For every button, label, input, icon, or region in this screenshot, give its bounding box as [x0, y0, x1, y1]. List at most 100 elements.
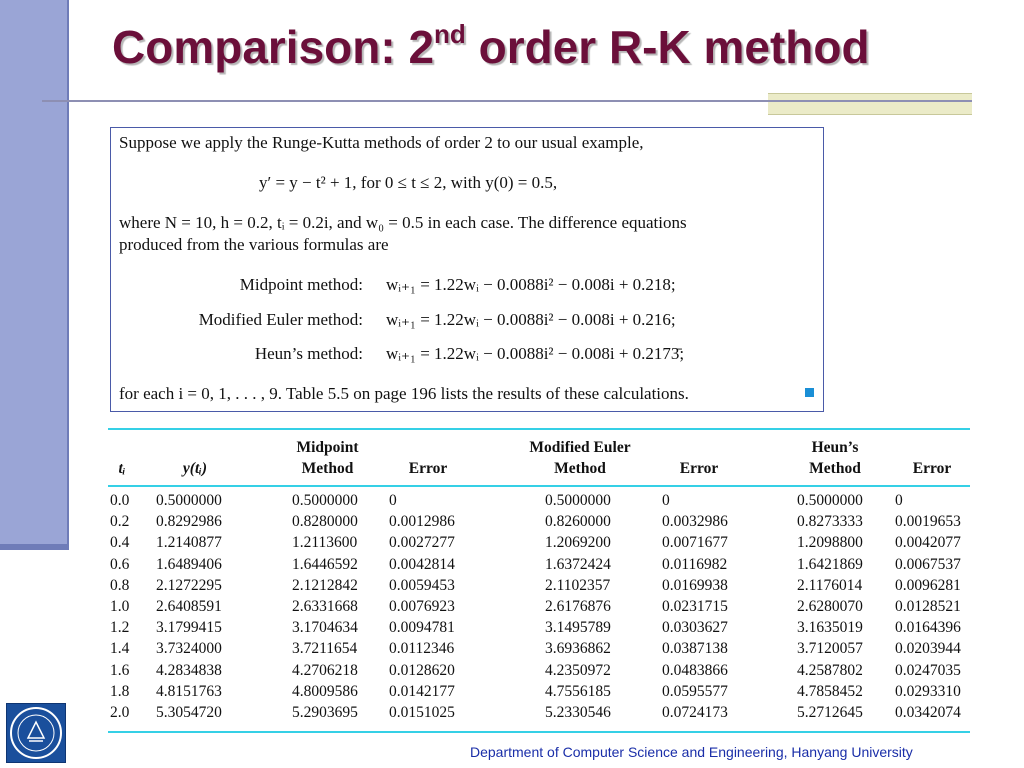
cell-modified-euler-error: 0.0071677	[662, 534, 728, 552]
cell-heun-error: 0.0019653	[895, 513, 961, 531]
cell-modified-euler-error: 0.0032986	[662, 513, 728, 531]
method-eq-heun: wᵢ₊₁ = 1.22wᵢ − 0.0088i² − 0.008i + 0.21…	[386, 344, 685, 363]
cell-heun-error: 0.0164396	[895, 619, 961, 637]
cell-t: 1.8	[110, 682, 130, 700]
cell-midpoint-error: 0.0151025	[389, 704, 455, 721]
header-t: tᵢ	[118, 460, 126, 477]
table-bottom-rule	[108, 731, 970, 733]
cell-heun-method: 0.5000000	[797, 492, 863, 509]
cell-y: 4.2834838	[156, 661, 222, 679]
cell-midpoint-error: 0.0042814	[389, 555, 455, 573]
cell-modified-euler-method: 0.5000000	[545, 492, 611, 509]
cell-modified-euler-error: 0.0483866	[662, 661, 728, 679]
cell-heun-error: 0.0293310	[895, 682, 961, 700]
header-heun-error: Error	[912, 460, 952, 477]
cell-t: 1.6	[110, 661, 130, 679]
method-label-heun: Heun’s method:	[254, 344, 363, 363]
cell-heun-error: 0.0128521	[895, 598, 961, 615]
cell-heun-method: 4.2587802	[797, 661, 863, 679]
table-top-rule	[108, 428, 970, 430]
header-midpoint-line1: Midpoint	[296, 439, 359, 456]
cell-midpoint-method: 3.1704634	[292, 619, 358, 637]
table-header-rule	[108, 485, 970, 487]
cell-heun-error: 0.0247035	[895, 661, 961, 679]
cell-modified-euler-error: 0.0387138	[662, 640, 728, 658]
cell-midpoint-method: 4.8009586	[292, 682, 358, 700]
header-y: y(tᵢ)	[182, 460, 208, 477]
cell-midpoint-method: 1.6446592	[292, 555, 358, 573]
header-modified-euler-line2: Method	[554, 460, 606, 477]
cell-modified-euler-method: 1.2069200	[545, 534, 611, 552]
cell-t: 0.4	[110, 534, 130, 552]
cell-midpoint-method: 2.1212842	[292, 576, 358, 594]
cell-modified-euler-method: 2.6176876	[545, 598, 611, 615]
cell-heun-error: 0.0067537	[895, 555, 961, 573]
cell-y: 0.8292986	[156, 513, 222, 531]
cell-heun-error: 0	[895, 492, 903, 509]
cell-midpoint-method: 0.8280000	[292, 513, 358, 531]
cell-t: 1.4	[110, 640, 130, 658]
cell-midpoint-error: 0.0059453	[389, 576, 455, 594]
cell-y: 2.6408591	[156, 598, 222, 615]
cell-midpoint-method: 0.5000000	[292, 492, 358, 509]
cell-y: 1.6489406	[156, 555, 222, 573]
cell-midpoint-error: 0.0142177	[389, 682, 455, 700]
cell-midpoint-error: 0.0076923	[389, 598, 455, 615]
square-bullet-icon	[805, 388, 814, 397]
cell-y: 0.5000000	[156, 492, 222, 509]
cell-heun-method: 4.7858452	[797, 682, 863, 700]
problem-where-line: where N = 10, h = 0.2, tᵢ = 0.2i, and w₀…	[119, 213, 687, 232]
cell-midpoint-method: 2.6331668	[292, 598, 358, 615]
cell-modified-euler-error: 0.0116982	[662, 555, 728, 573]
header-midpoint-error: Error	[408, 460, 448, 477]
university-seal-icon	[6, 703, 66, 763]
cell-modified-euler-error: 0.0595577	[662, 682, 728, 700]
title-accent-box	[768, 93, 972, 115]
problem-produced-line: produced from the various formulas are	[119, 235, 389, 254]
cell-modified-euler-error: 0.0724173	[662, 704, 728, 721]
header-heun-line2: Method	[809, 460, 861, 477]
cell-midpoint-error: 0.0112346	[389, 640, 455, 658]
problem-statement-box: Suppose we apply the Runge-Kutta methods…	[110, 127, 824, 412]
cell-t: 1.2	[110, 619, 130, 637]
cell-heun-error: 0.0342074	[895, 704, 961, 721]
header-midpoint-line2: Method	[301, 460, 354, 477]
cell-heun-method: 1.2098800	[797, 534, 863, 552]
cell-y: 3.7324000	[156, 640, 222, 658]
cell-modified-euler-method: 2.1102357	[545, 576, 611, 594]
cell-midpoint-error: 0.0012986	[389, 513, 455, 531]
cell-heun-error: 0.0203944	[895, 640, 961, 658]
title-main: Comparison: 2	[112, 21, 435, 73]
footer-department: Department of Computer Science and Engin…	[470, 744, 913, 760]
cell-modified-euler-method: 1.6372424	[545, 555, 611, 573]
cell-y: 3.1799415	[156, 619, 222, 637]
header-modified-euler-line1: Modified Euler	[529, 439, 631, 456]
cell-t: 0.0	[110, 492, 130, 509]
header-heun-line1: Heun’s	[811, 439, 859, 456]
cell-heun-method: 1.6421869	[797, 555, 863, 573]
left-sidebar-bar	[0, 0, 69, 548]
cell-midpoint-method: 5.2903695	[292, 704, 358, 721]
method-eq-modified-euler: wᵢ₊₁ = 1.22wᵢ − 0.0088i² − 0.008i + 0.21…	[386, 310, 676, 329]
cell-y: 4.8151763	[156, 682, 222, 700]
title-superscript: nd	[434, 18, 466, 49]
cell-modified-euler-error: 0.0303627	[662, 619, 728, 637]
left-sidebar-bar-shadow	[0, 544, 69, 550]
cell-heun-method: 2.6280070	[797, 598, 863, 615]
cell-midpoint-error: 0.0128620	[389, 661, 455, 679]
cell-heun-method: 0.8273333	[797, 513, 863, 531]
cell-midpoint-method: 3.7211654	[292, 640, 358, 658]
method-label-midpoint: Midpoint method:	[239, 275, 363, 294]
cell-modified-euler-error: 0	[662, 492, 670, 509]
cell-modified-euler-method: 4.2350972	[545, 661, 611, 679]
cell-heun-error: 0.0042077	[895, 534, 961, 552]
cell-midpoint-method: 4.2706218	[292, 661, 358, 679]
cell-modified-euler-method: 5.2330546	[545, 704, 611, 721]
cell-t: 0.6	[110, 555, 130, 573]
problem-intro: Suppose we apply the Runge-Kutta methods…	[119, 133, 644, 152]
cell-modified-euler-method: 0.8260000	[545, 513, 611, 531]
cell-y: 5.3054720	[156, 704, 222, 721]
cell-y: 2.1272295	[156, 576, 222, 594]
cell-t: 1.0	[110, 598, 130, 615]
